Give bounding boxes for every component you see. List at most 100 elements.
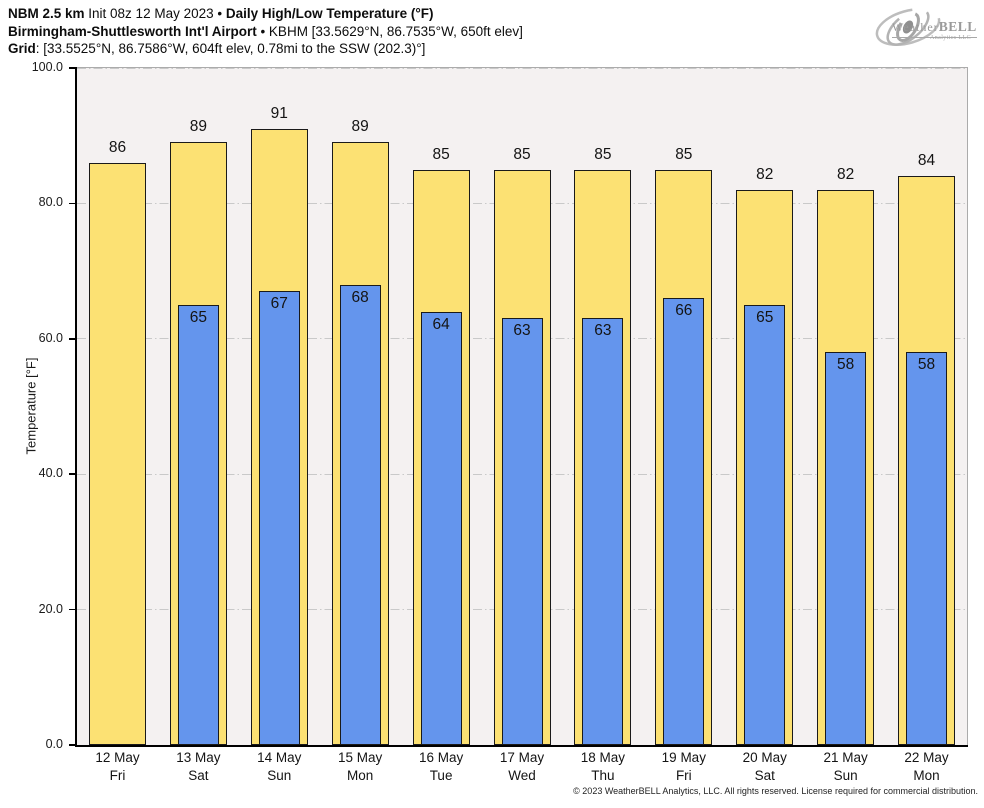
bar-high-label-9: 82 <box>837 165 855 183</box>
bar-low-label-6: 63 <box>594 322 612 340</box>
grid-label: Grid <box>8 41 36 56</box>
bar-high-label-2: 91 <box>270 104 288 122</box>
bar-low-label-10: 58 <box>917 356 936 374</box>
x-label-6: 18 May Thu <box>562 749 643 785</box>
x-label-date-10: 22 May <box>904 750 949 765</box>
x-label-date-1: 13 May <box>176 750 221 765</box>
plot-frame-right <box>967 67 968 745</box>
x-label-day-10: Mon <box>913 768 940 783</box>
y-tick-label-40.0: 40.0 <box>38 466 63 481</box>
x-label-4: 16 May Tue <box>401 749 482 785</box>
grid-line-100 <box>77 67 967 69</box>
copyright-notice: © 2023 WeatherBELL Analytics, LLC. All r… <box>573 786 978 796</box>
bar-high-label-4: 85 <box>432 145 450 163</box>
bar-low-7 <box>663 298 705 745</box>
x-label-7: 19 May Fri <box>643 749 724 785</box>
bar-high-label-1: 89 <box>189 118 207 136</box>
bar-low-10 <box>906 352 948 745</box>
y-tick-100.0 <box>69 67 77 69</box>
y-tick-0.0 <box>69 744 77 746</box>
y-tick-label-80.0: 80.0 <box>38 195 63 210</box>
y-tick-label-60.0: 60.0 <box>38 330 63 345</box>
bar-high-label-5: 85 <box>513 145 531 163</box>
bar-high-label-0: 86 <box>108 138 127 156</box>
logo-weather-text: Weather <box>892 20 939 34</box>
x-axis-line <box>75 745 968 747</box>
x-label-day-3: Mon <box>347 768 374 783</box>
x-label-0: 12 May Fri <box>77 749 158 785</box>
y-tick-label-0.0: 0.0 <box>45 737 63 751</box>
bar-low-3 <box>339 284 381 745</box>
x-label-day-8: Sat <box>754 768 775 783</box>
x-label-day-6: Thu <box>591 768 615 783</box>
bar-low-5 <box>501 318 543 745</box>
x-label-10: 22 May Mon <box>886 749 967 785</box>
model-name: NBM 2.5 km <box>8 6 85 21</box>
bar-low-label-8: 65 <box>756 308 774 326</box>
x-label-2: 14 May Sun <box>239 749 320 785</box>
x-label-day-4: Tue <box>429 768 453 783</box>
x-label-date-5: 17 May <box>499 750 545 765</box>
y-axis-title: Temperature [°F] <box>23 357 39 455</box>
bar-low-label-3: 68 <box>351 288 369 306</box>
bar-high-label-10: 84 <box>917 152 936 170</box>
header-line-3: Grid: [33.5525°N, 86.7586°W, 604ft elev,… <box>8 40 523 58</box>
bar-low-2 <box>258 291 300 745</box>
x-label-day-7: Fri <box>675 768 692 783</box>
station-coords: • KBHM [33.5629°N, 86.7535°W, 650ft elev… <box>256 23 523 39</box>
header-line-2: Birmingham-Shuttlesworth Int'l Airport •… <box>8 23 523 41</box>
station-name: Birmingham-Shuttlesworth Int'l Airport <box>8 23 257 39</box>
bar-high-label-3: 89 <box>351 118 369 136</box>
y-tick-20.0 <box>69 608 77 611</box>
bar-low-label-1: 65 <box>189 308 207 326</box>
grid-coords: : [33.5525°N, 86.7586°W, 604ft elev, 0.7… <box>35 41 426 56</box>
y-tick-60.0 <box>69 338 77 340</box>
bar-low-4 <box>420 311 462 745</box>
chart-title: Daily High/Low Temperature (°F) <box>225 6 434 21</box>
bar-low-6 <box>582 318 624 745</box>
x-label-date-6: 18 May <box>580 750 626 765</box>
x-label-date-9: 21 May <box>823 750 868 765</box>
x-label-date-0: 12 May <box>95 750 140 765</box>
x-label-day-0: Fri <box>109 768 126 783</box>
logo-bell-text: BELL <box>938 19 977 34</box>
bar-high-label-7: 85 <box>675 145 693 163</box>
x-label-date-2: 14 May <box>257 750 302 765</box>
weatherbell-logo: WeatherBELL Analytics LLC <box>868 2 980 50</box>
bar-low-label-4: 64 <box>432 315 450 333</box>
x-label-day-5: Wed <box>508 768 536 783</box>
x-label-5: 17 May Wed <box>482 749 563 785</box>
y-tick-40.0 <box>69 473 77 475</box>
y-tick-80.0 <box>69 202 77 205</box>
bar-low-label-5: 63 <box>513 322 531 340</box>
x-label-date-4: 16 May <box>418 750 464 765</box>
x-label-date-3: 15 May <box>338 750 383 765</box>
x-label-3: 15 May Mon <box>320 749 401 785</box>
bar-high-label-8: 82 <box>756 165 774 183</box>
x-label-date-7: 19 May <box>661 750 706 765</box>
y-tick-label-100.0: 100.0 <box>31 60 63 74</box>
header-line-1: NBM 2.5 km Init 08z 12 May 2023 • Daily … <box>8 5 523 23</box>
x-label-day-9: Sun <box>833 768 858 783</box>
bar-low-label-7: 66 <box>675 302 693 320</box>
init-time: Init 08z 12 May 2023 • <box>84 6 226 21</box>
chart-header: NBM 2.5 km Init 08z 12 May 2023 • Daily … <box>8 5 523 58</box>
bar-low-label-9: 58 <box>837 356 855 374</box>
x-label-1: 13 May Sat <box>158 749 239 785</box>
x-label-8: 20 May Sat <box>724 749 805 785</box>
y-tick-label-20.0: 20.0 <box>38 601 63 616</box>
bar-low-9 <box>825 352 867 745</box>
x-label-9: 21 May Sun <box>805 749 886 785</box>
y-axis-line <box>75 67 77 747</box>
logo-wordmark: WeatherBELL <box>892 18 977 38</box>
x-label-day-2: Sun <box>267 768 292 783</box>
bar-low-8 <box>744 304 786 745</box>
bar-low-1 <box>177 304 219 745</box>
bar-low-label-2: 67 <box>270 295 288 313</box>
x-label-day-1: Sat <box>188 768 209 783</box>
bar-high-0 <box>88 162 146 745</box>
bar-high-label-6: 85 <box>594 145 612 163</box>
x-label-date-8: 20 May <box>742 750 787 765</box>
logo-subtext: Analytics LLC <box>930 35 972 41</box>
